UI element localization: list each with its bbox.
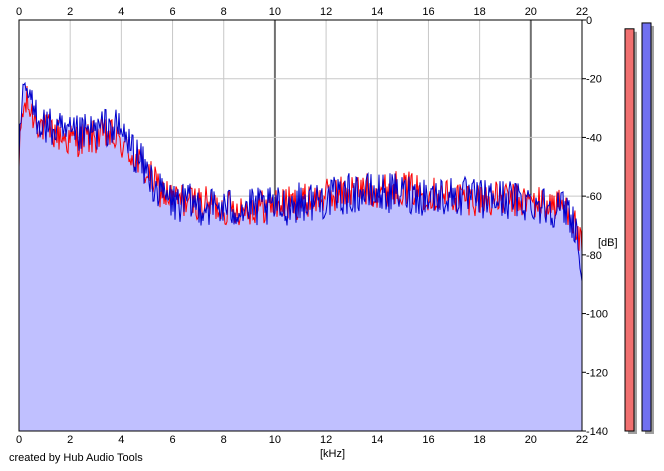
y-tick-label: -140 [586, 426, 608, 438]
x-tick-label-bottom: 8 [221, 434, 227, 446]
spectrum-series [18, 81, 583, 282]
y-tick-label: 0 [586, 15, 592, 27]
level-meter-bar [624, 28, 635, 432]
x-tick-label-top: 0 [16, 6, 22, 18]
x-tick-label-top: 22 [576, 6, 588, 18]
y-tick-label: -60 [586, 191, 602, 203]
y-tick-label: -40 [586, 132, 602, 144]
x-tick-label-bottom: 18 [474, 434, 486, 446]
plot-frame [18, 19, 583, 432]
axis-ticks: 002244668810101212141416161818202022220-… [16, 6, 608, 446]
x-tick-label-bottom: 0 [16, 434, 22, 446]
y-tick-label: -20 [586, 74, 602, 86]
x-tick-label-top: 14 [371, 6, 383, 18]
y-tick-label: -80 [586, 250, 602, 262]
series-line [18, 81, 583, 282]
x-tick-label-bottom: 2 [67, 434, 73, 446]
x-tick-label-bottom: 6 [169, 434, 175, 446]
x-tick-label-bottom: 20 [525, 434, 537, 446]
x-tick-label-top: 8 [221, 6, 227, 18]
x-tick-label-top: 16 [422, 6, 434, 18]
x-tick-label-bottom: 16 [422, 434, 434, 446]
y-tick-label: -100 [586, 309, 608, 321]
x-tick-label-top: 12 [320, 6, 332, 18]
x-axis-label: [kHz] [320, 448, 345, 460]
y-tick-label: -120 [586, 367, 608, 379]
x-tick-label-bottom: 14 [371, 434, 383, 446]
x-tick-label-bottom: 22 [576, 434, 588, 446]
level-meter-bar [641, 22, 652, 432]
x-tick-label-bottom: 12 [320, 434, 332, 446]
x-tick-label-top: 10 [269, 6, 281, 18]
x-tick-label-top: 6 [169, 6, 175, 18]
x-tick-label-top: 18 [474, 6, 486, 18]
x-tick-label-bottom: 4 [118, 434, 124, 446]
x-tick-label-top: 4 [118, 6, 124, 18]
footer-credit: created by Hub Audio Tools [9, 452, 143, 464]
level-meters [624, 22, 654, 435]
x-tick-label-top: 20 [525, 6, 537, 18]
x-tick-label-top: 2 [67, 6, 73, 18]
y-axis-label: [dB] [598, 237, 618, 249]
spectrum-fill-area [19, 83, 582, 431]
x-tick-label-bottom: 10 [269, 434, 281, 446]
